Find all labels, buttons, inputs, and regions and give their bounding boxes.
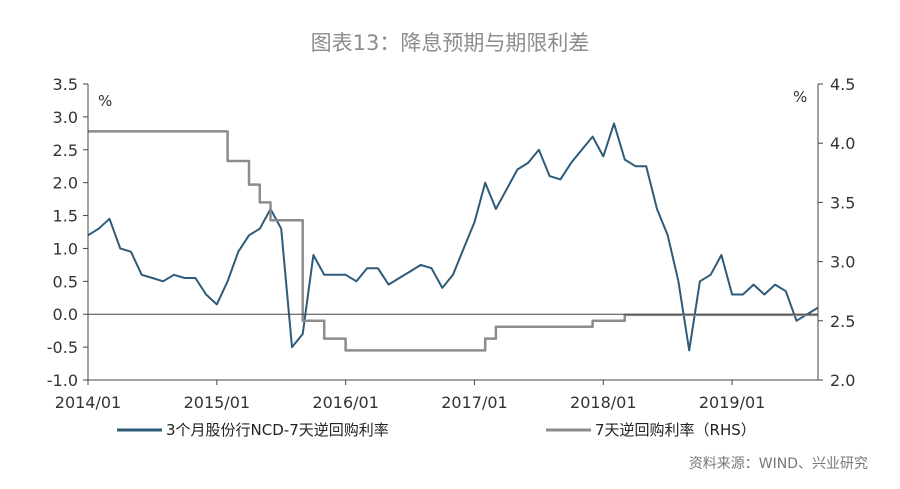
x-tick-label: 2017/01: [441, 393, 507, 412]
left-axis: 3.5 3.0 2.5 2.0 1.5 1.0 0.5 0.0 -0.5 -1.0: [47, 75, 88, 390]
source-note: 资料来源：WIND、兴业研究: [689, 456, 868, 472]
right-tick-label: 4.5: [830, 75, 855, 94]
left-tick-label: 3.5: [53, 75, 78, 94]
axes-lines: [87, 84, 819, 381]
series-layer: [87, 122, 819, 352]
left-tick-label: 2.0: [53, 174, 78, 193]
right-tick-label: 2.0: [830, 371, 855, 390]
left-tick-label: -0.5: [47, 338, 78, 357]
reverse-repo-line: [88, 130, 818, 352]
chart-title: 图表13：降息预期与期限利差: [311, 31, 590, 55]
x-tick-label: 2019/01: [699, 393, 765, 412]
right-axis: 4.5 4.0 3.5 3.0 2.5 2.0: [818, 75, 855, 390]
legend: 3个月股份行NCD-7天逆回购利率 7天逆回购利率（RHS）: [117, 421, 756, 439]
x-tick-label: 2018/01: [570, 393, 636, 412]
legend-label-ncd-spread: 3个月股份行NCD-7天逆回购利率: [166, 421, 389, 439]
left-axis-unit: %: [98, 92, 112, 110]
left-tick-label: 1.5: [53, 207, 78, 226]
legend-label-reverse-repo: 7天逆回购利率（RHS）: [595, 421, 756, 439]
x-tick-label: 2014/01: [55, 393, 121, 412]
right-tick-label: 2.5: [830, 312, 855, 331]
left-tick-label: 3.0: [53, 108, 78, 127]
x-axis: 2014/01 2015/01 2016/01 2017/01 2018/01 2019/…: [55, 380, 765, 412]
left-tick-label: 0.5: [53, 272, 78, 291]
left-tick-label: 1.0: [53, 239, 78, 258]
right-tick-label: 3.5: [830, 193, 855, 212]
ncd-spread-line: [87, 122, 819, 352]
left-tick-label: 0.0: [53, 305, 78, 324]
right-tick-label: 4.0: [830, 134, 855, 153]
left-tick-label: 2.5: [53, 141, 78, 160]
right-tick-label: 3.0: [830, 253, 855, 272]
right-axis-unit: %: [793, 88, 807, 106]
left-tick-label: -1.0: [47, 371, 78, 390]
x-tick-label: 2015/01: [184, 393, 250, 412]
x-tick-label: 2016/01: [312, 393, 378, 412]
